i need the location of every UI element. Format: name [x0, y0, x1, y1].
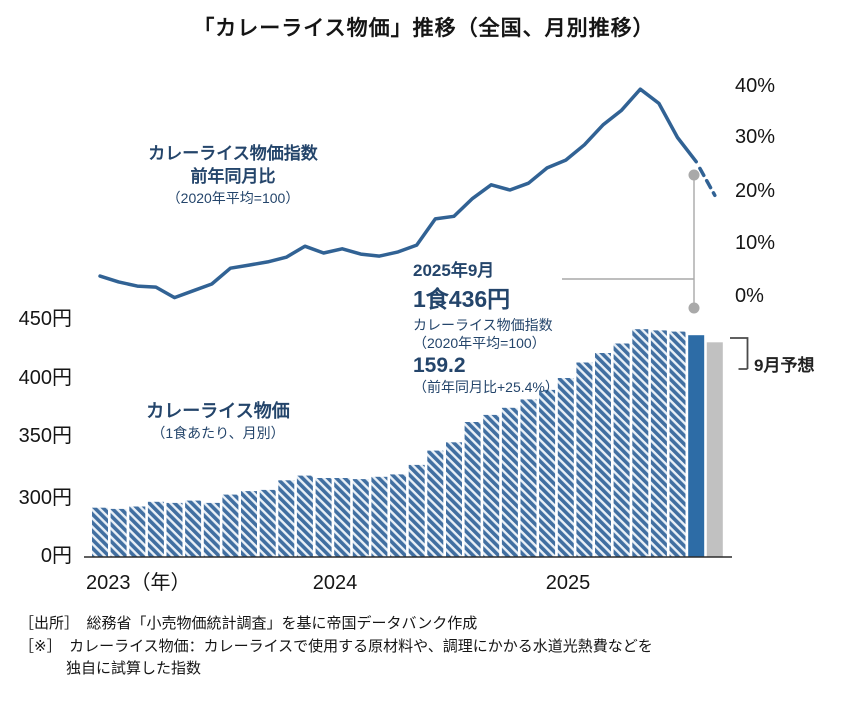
- price-bar: [520, 399, 537, 557]
- annotation-price: 1食436円: [413, 286, 511, 313]
- price-bar: [464, 422, 481, 557]
- price-bars-label: カレーライス物価 （1食あたり、月別）: [118, 399, 318, 444]
- left-axis-tick-350: 350円: [19, 425, 72, 447]
- price-bar: [557, 378, 574, 557]
- right-axis-tick-30: 30%: [735, 126, 775, 148]
- price-bar: [427, 450, 444, 557]
- annotation-yoy: （前年同月比+25.4%）: [413, 379, 559, 396]
- left-axis-tick-400: 400円: [19, 367, 72, 389]
- price-bar: [483, 414, 500, 557]
- price-bar-forecast: [706, 342, 723, 557]
- right-axis-tick-10: 10%: [735, 232, 775, 254]
- source-footnote: ［出所］ 総務省「小売物価統計調査」を基に帝国データバンク作成 ［※］ カレーラ…: [19, 613, 829, 681]
- note-line-continued: 独自に試算した指数: [66, 660, 202, 677]
- price-bar: [185, 500, 202, 557]
- price-bar: [315, 478, 332, 557]
- price-bar: [595, 353, 611, 557]
- price-bar: [371, 476, 388, 557]
- price-bar: [539, 389, 556, 557]
- annotation-index-name: カレーライス物価指数: [413, 317, 553, 333]
- price-bar: [613, 343, 630, 557]
- price-bar: [166, 502, 183, 557]
- chart-title: 「カレーライス物価」推移（全国、月別推移）: [193, 17, 655, 40]
- price-bar: [110, 508, 127, 557]
- x-axis-label-2023: 2023（年）: [86, 571, 191, 594]
- price-bar: [129, 506, 146, 557]
- price-bar: [296, 475, 313, 557]
- price-bar: [259, 489, 276, 557]
- price-bar: [650, 330, 667, 557]
- price-bars-group: [92, 329, 723, 557]
- source-line: ［出所］ 総務省「小売物価統計調査」を基に帝国データバンク作成: [19, 615, 478, 632]
- right-axis-tick-0: 0%: [735, 285, 764, 307]
- annotation-month: 2025年9月: [413, 261, 495, 280]
- yoy-line-label-line2: 前年同月比: [190, 166, 276, 186]
- price-bar: [669, 331, 686, 557]
- price-bar: [408, 464, 425, 557]
- price-bars-label-line1: カレーライス物価: [146, 401, 290, 421]
- price-bar: [278, 480, 295, 557]
- price-bar: [147, 501, 164, 557]
- price-bar: [501, 407, 518, 557]
- price-bar: [241, 491, 257, 557]
- callout-dot-line: [688, 169, 700, 181]
- x-axis-label-2024: 2024: [313, 572, 358, 594]
- price-bar: [390, 474, 407, 557]
- yoy-line-label-line1: カレーライス物価指数: [148, 144, 318, 163]
- yoy-line-label: カレーライス物価指数 前年同月比 （2020年平均=100）: [118, 143, 348, 208]
- left-axis-tick-300: 300円: [19, 487, 72, 509]
- price-bar: [352, 479, 369, 557]
- september-annotation: 2025年9月 1食436円 カレーライス物価指数 （2020年平均=100） …: [413, 260, 643, 397]
- callout-dot-bar: [688, 302, 700, 314]
- price-bar: [203, 502, 220, 557]
- price-bar: [92, 507, 108, 557]
- price-bar: [632, 329, 649, 557]
- yoy-line-label-line3: （2020年平均=100）: [166, 189, 300, 206]
- price-bars-label-line2: （1食あたり、月別）: [151, 425, 285, 442]
- price-bar-september: [688, 335, 705, 557]
- right-axis-tick-20: 20%: [735, 180, 775, 202]
- yoy-line: [98, 87, 698, 300]
- annotation-index-value: 159.2: [413, 354, 466, 377]
- forecast-bar-label: 9月予想: [754, 356, 815, 375]
- right-axis-tick-40: 40%: [735, 75, 775, 97]
- left-axis-tick-0: 0円: [41, 545, 72, 567]
- price-bar: [576, 362, 593, 557]
- annotation-index-base: （2020年平均=100）: [413, 334, 546, 351]
- price-bar: [446, 442, 462, 557]
- left-axis-tick-450: 450円: [19, 308, 72, 330]
- forecast-bracket: [730, 337, 749, 370]
- yoy-forecast-line: [698, 166, 717, 198]
- note-line: ［※］ カレーライス物価：カレーライスで使用する原材料や、調理にかかる水道光熱費…: [19, 637, 653, 655]
- price-bar: [334, 478, 351, 557]
- x-axis-label-2025: 2025: [546, 572, 591, 594]
- price-bar: [222, 494, 239, 557]
